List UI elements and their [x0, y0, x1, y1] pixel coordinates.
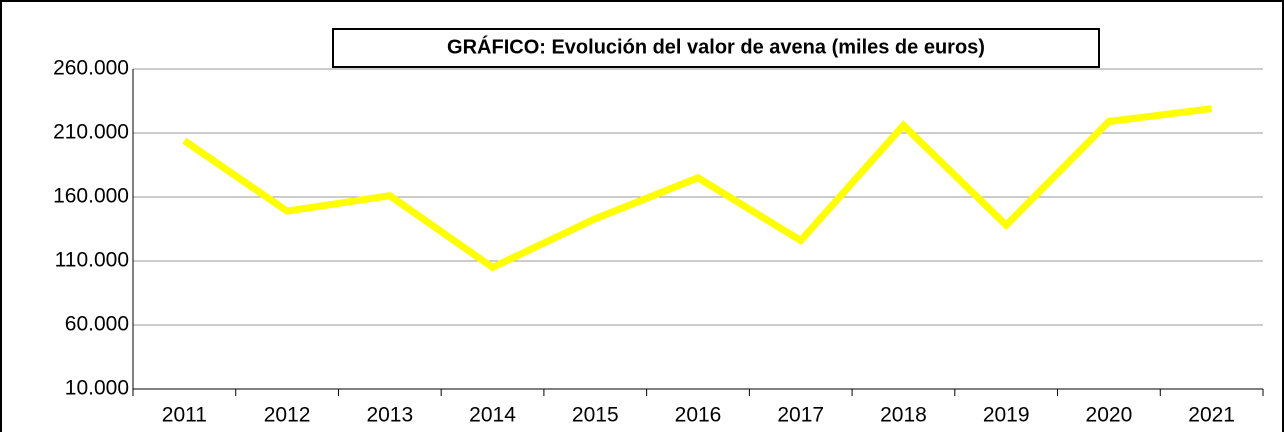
x-tick-label: 2017 [777, 404, 824, 427]
y-tick-label: 110.000 [55, 249, 129, 272]
y-tick-label: 160.000 [53, 185, 129, 208]
y-tick-label: 260.000 [53, 57, 129, 80]
x-tick-label: 2011 [162, 404, 207, 427]
line-series [182, 105, 1213, 272]
x-tick-label: 2016 [675, 404, 722, 427]
x-tick-label: 2019 [983, 404, 1030, 427]
x-tick-label: 2021 [1188, 404, 1235, 427]
y-tick-label: 60.000 [65, 313, 129, 336]
title-box [332, 28, 1100, 68]
y-tick-label: 210.000 [53, 121, 129, 144]
x-tick-label: 2013 [366, 404, 413, 427]
x-tick-label: 2018 [880, 404, 927, 427]
x-tick-label: 2012 [264, 404, 311, 427]
chart-title: GRÁFICO: Evolución del valor de avena (m… [447, 35, 985, 58]
y-tick-label: 10.000 [65, 377, 129, 400]
x-tick-label: 2014 [469, 404, 516, 427]
x-tick-label: 2015 [572, 404, 619, 427]
x-tick-label: 2020 [1086, 404, 1133, 427]
